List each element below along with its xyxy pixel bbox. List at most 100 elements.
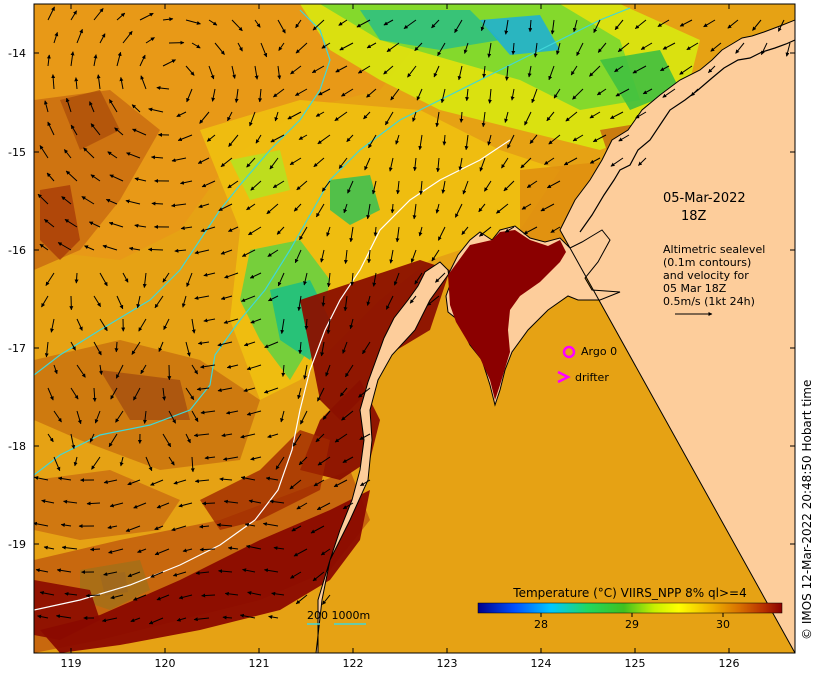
velocity-arrow: [132, 128, 147, 136]
velocity-arrow: [34, 521, 49, 527]
lat-tick-label: -15: [8, 146, 26, 159]
velocity-arrow: [193, 433, 210, 438]
velocity-arrow: [333, 479, 348, 488]
velocity-arrow: [478, 203, 486, 213]
velocity-arrow: [136, 295, 141, 309]
velocity-arrow: [344, 364, 354, 378]
velocity-arrow: [168, 456, 175, 466]
velocity-arrow: [349, 226, 354, 243]
velocity-arrow: [592, 134, 607, 143]
velocity-arrow: [298, 456, 308, 466]
velocity-arrow: [91, 456, 101, 470]
lon-tick-label: 120: [154, 657, 176, 670]
velocity-arrow: [322, 594, 331, 605]
velocity-arrow: [548, 65, 555, 81]
velocity-arrow: [154, 525, 164, 530]
velocity-arrow: [185, 433, 191, 444]
velocity-arrow: [116, 12, 126, 21]
map-frame: [33, 3, 796, 654]
velocity-arrow: [260, 42, 268, 58]
velocity-arrow: [618, 134, 630, 142]
velocity-arrow: [507, 134, 515, 149]
lat-tick-label: -17: [8, 342, 26, 355]
velocity-arrow: [185, 65, 195, 76]
velocity-arrow: [546, 180, 561, 189]
velocity-arrow: [390, 88, 400, 101]
velocity-arrow: [335, 65, 348, 73]
altimetry-line: (0.1m contours): [663, 256, 752, 269]
lat-tick-label: -14: [8, 47, 26, 60]
velocity-arrow: [190, 456, 195, 473]
velocity-arrow: [90, 547, 101, 552]
lon-tick-label: 126: [718, 657, 740, 670]
velocity-arrow: [310, 525, 325, 534]
velocity-arrow: [640, 42, 653, 50]
velocity-arrow: [90, 123, 101, 136]
velocity-arrow: [200, 226, 216, 233]
velocity-arrow: [320, 341, 325, 357]
velocity-arrow: [360, 479, 371, 487]
velocity-arrow: [440, 88, 446, 104]
velocity-arrow: [289, 157, 302, 166]
velocity-arrow: [299, 226, 308, 241]
drifter-marker: [557, 370, 571, 384]
velocity-arrow: [226, 364, 239, 369]
velocity-arrow: [148, 107, 164, 113]
velocity-arrow: [393, 272, 400, 286]
velocity-arrow: [47, 387, 54, 401]
altimetry-line: 05 Mar 18Z: [663, 282, 727, 295]
velocity-arrow: [303, 364, 308, 380]
velocity-arrow: [145, 37, 155, 44]
velocity-arrow: [708, 65, 716, 73]
velocity-arrow: [418, 226, 423, 237]
velocity-arrow: [64, 218, 78, 228]
velocity-arrow: [278, 42, 285, 51]
velocity-arrow: [57, 476, 72, 481]
velocity-arrow: [93, 341, 102, 356]
velocity-arrow: [133, 594, 147, 601]
velocity-arrow: [197, 157, 210, 164]
velocity-arrow: [281, 364, 286, 377]
velocity-arrow: [364, 157, 371, 171]
velocity-arrow: [248, 499, 262, 504]
velocity-arrow: [501, 157, 509, 169]
velocity-arrow: [244, 522, 256, 527]
velocity-arrow: [53, 32, 59, 44]
velocity-arrow: [358, 387, 371, 398]
credit-text: © IMOS 12-Mar-2022 20:48:50 Hobart time: [800, 379, 814, 640]
velocity-arrow: [191, 410, 199, 422]
velocity-arrow: [338, 19, 348, 26]
velocity-arrow: [178, 594, 193, 600]
velocity-arrow: [254, 65, 259, 80]
velocity-arrow: [524, 111, 532, 126]
velocity-arrow: [103, 571, 118, 577]
velocity-arrow: [504, 19, 509, 35]
velocity-arrow: [43, 545, 55, 550]
velocity-arrow: [523, 226, 538, 235]
velocity-arrow: [463, 42, 469, 54]
velocity-arrow: [201, 180, 216, 188]
velocity-arrow: [356, 19, 371, 28]
velocity-arrow: [295, 594, 308, 605]
velocity-arrow: [572, 134, 584, 142]
velocity-arrow: [241, 249, 256, 257]
velocity-arrow: [198, 203, 210, 209]
velocity-arrow: [326, 272, 331, 288]
velocity-arrow: [326, 226, 331, 237]
velocity-arrow: [254, 19, 261, 28]
lat-tick-label: -19: [8, 538, 26, 551]
velocity-arrow: [386, 42, 400, 53]
velocity-arrow: [412, 111, 417, 122]
velocity-arrow: [108, 221, 124, 228]
velocity-arrow: [206, 134, 216, 142]
velocity-arrow: [418, 134, 423, 151]
velocity-arrow: [529, 134, 538, 144]
velocity-arrow: [119, 456, 124, 467]
velocity-arrow: [185, 19, 201, 25]
velocity-arrow: [435, 203, 440, 214]
velocity-arrow: [273, 546, 285, 551]
velocity-arrow: [168, 410, 177, 424]
velocity-arrow: [416, 88, 423, 101]
velocity-arrow: [315, 203, 325, 218]
velocity-arrow: [156, 502, 170, 509]
